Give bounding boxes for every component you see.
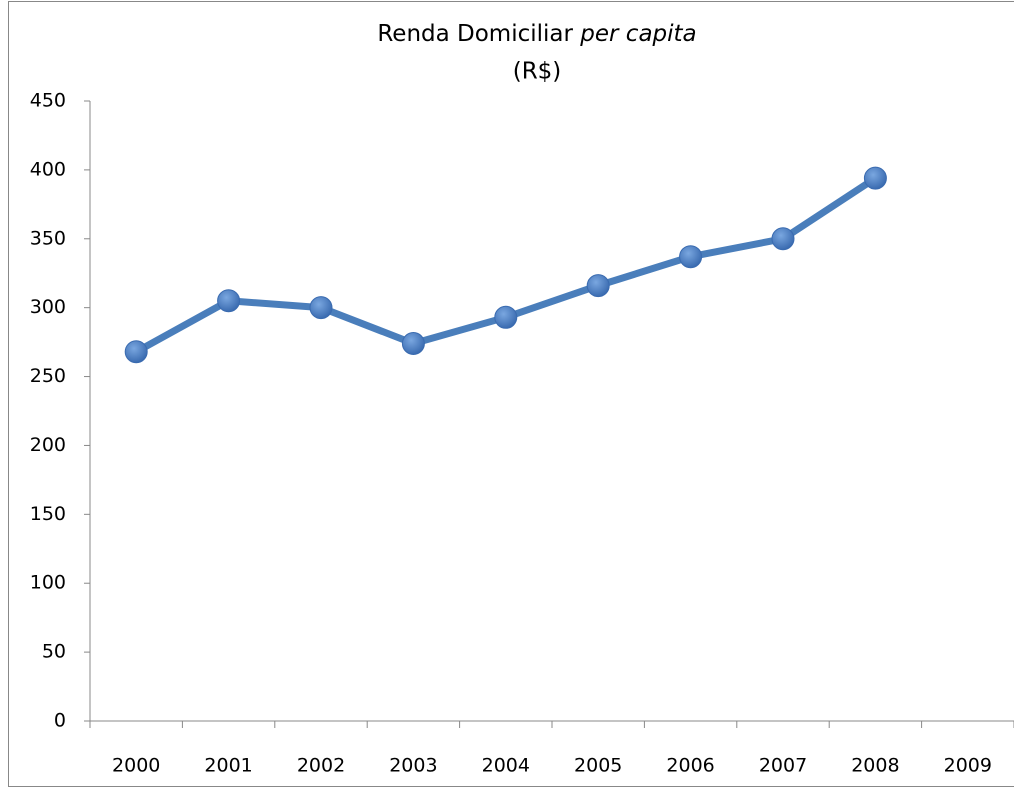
y-tick-label: 50 xyxy=(42,641,66,663)
data-point xyxy=(401,331,425,355)
y-tick-label: 200 xyxy=(30,434,66,456)
x-tick-label: 2003 xyxy=(389,755,437,777)
y-tick-label: 400 xyxy=(30,158,66,180)
x-tick-label: 2008 xyxy=(851,755,899,777)
data-point xyxy=(679,245,703,269)
data-point xyxy=(586,274,610,298)
y-tick-label: 250 xyxy=(30,365,66,387)
title-italic: per capita xyxy=(579,21,696,47)
y-tick-label: 0 xyxy=(54,710,66,732)
y-tick-label: 100 xyxy=(30,572,66,594)
y-tick-label: 150 xyxy=(30,503,66,525)
x-tick-label: 2009 xyxy=(944,755,992,777)
x-tick-label: 2007 xyxy=(759,755,807,777)
data-point xyxy=(494,305,518,329)
chart-title: Renda Domiciliar per capita xyxy=(377,21,696,47)
title-main: Renda Domiciliar xyxy=(377,21,573,47)
x-tick-label: 2004 xyxy=(482,755,530,777)
data-point xyxy=(863,166,887,190)
x-tick-label: 2005 xyxy=(574,755,622,777)
x-tick-label: 2001 xyxy=(204,755,252,777)
chart-subtitle: (R$) xyxy=(513,59,562,85)
chart-border xyxy=(8,1,1014,787)
data-point xyxy=(124,340,148,364)
x-tick-label: 2002 xyxy=(297,755,345,777)
y-tick-label: 350 xyxy=(30,227,66,249)
data-point xyxy=(309,296,333,320)
data-point xyxy=(771,227,795,251)
y-tick-label: 300 xyxy=(30,296,66,318)
x-tick-label: 2000 xyxy=(112,755,160,777)
y-tick-label: 450 xyxy=(30,90,66,112)
data-point xyxy=(217,289,241,313)
x-tick-label: 2006 xyxy=(666,755,714,777)
